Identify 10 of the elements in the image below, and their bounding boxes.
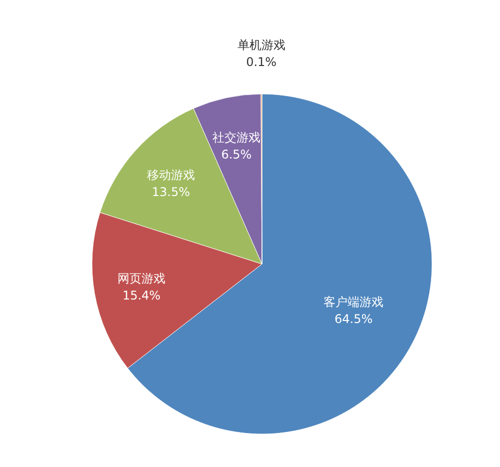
data-label: 15.4% [122,288,161,302]
slice-label: 社交游戏 [212,130,260,144]
slice-label: 单机游戏 [237,38,286,52]
slice-label: 网页游戏 [117,271,166,286]
slice-label: 移动游戏 [146,168,195,182]
data-label: 13.5% [152,185,190,200]
data-label: 0.1% [246,55,277,69]
data-label: 6.5% [221,147,252,162]
slice-label: 客户端游戏 [324,294,384,309]
data-label: 64.5% [334,312,373,326]
